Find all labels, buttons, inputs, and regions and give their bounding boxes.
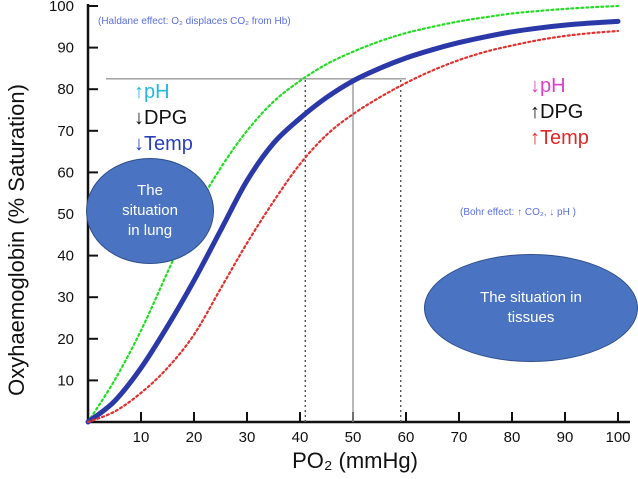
x-tick-label: 60 — [398, 429, 415, 446]
x-axis-label: PO₂ (mmHg) — [292, 448, 418, 473]
y-tick-label: 100 — [49, 0, 74, 15]
indicator-dpg: ↓DPG — [134, 107, 187, 129]
x-tick-label: 50 — [345, 429, 362, 446]
tissue-indicators: ↓pH ↑DPG ↑Temp — [530, 75, 589, 149]
x-tick-label: 10 — [133, 429, 150, 446]
haldane-annotation: (Haldane effect: O₂ displaces CO₂ from H… — [98, 16, 291, 27]
y-tick-label: 60 — [57, 164, 74, 181]
indicator-temp: ↑Temp — [530, 127, 589, 149]
indicator-ph: ↓pH — [530, 75, 566, 97]
tick-labels: 10 20 30 40 50 60 70 80 90 100 10 20 30 40 50 60 70 80 90 1… — [49, 0, 631, 446]
x-tick-label: 30 — [239, 429, 256, 446]
x-tick-label: 70 — [451, 429, 468, 446]
y-tick-label: 90 — [57, 40, 74, 57]
y-tick-label: 70 — [57, 123, 74, 140]
y-tick-label: 50 — [57, 206, 74, 223]
right-shift-curve — [86, 29, 620, 424]
x-tick-label: 80 — [504, 429, 521, 446]
normal-curve — [85, 18, 621, 425]
y-tick-label: 40 — [57, 248, 74, 265]
y-tick-label: 80 — [57, 81, 74, 98]
bohr-annotation: (Bohr effect: ↑ CO₂, ↓ pH ) — [460, 207, 576, 218]
y-axis-label: Oxyhaemoglobin (% Saturation) — [4, 84, 29, 396]
tissues-callout-text: The situation in tissues — [480, 289, 582, 326]
axes — [86, 4, 630, 424]
lung-callout: The situation in lung — [86, 158, 214, 264]
curves — [85, 4, 621, 425]
y-tick-label: 10 — [57, 372, 74, 389]
left-shift-curve — [86, 4, 620, 424]
tissues-callout: The situation in tissues — [424, 254, 638, 362]
x-tick-label: 100 — [605, 429, 630, 446]
x-tick-label: 90 — [557, 429, 574, 446]
y-tick-label: 20 — [57, 331, 74, 348]
y-tick-label: 30 — [57, 289, 74, 306]
lung-indicators: ↑pH ↓DPG ↓Temp — [134, 81, 193, 155]
indicator-temp: ↓Temp — [134, 133, 193, 155]
x-tick-label: 20 — [186, 429, 203, 446]
x-tick-label: 40 — [292, 429, 309, 446]
lung-callout-text: The situation in lung — [122, 182, 178, 239]
indicator-ph: ↑pH — [134, 81, 170, 103]
indicator-dpg: ↑DPG — [530, 101, 583, 123]
